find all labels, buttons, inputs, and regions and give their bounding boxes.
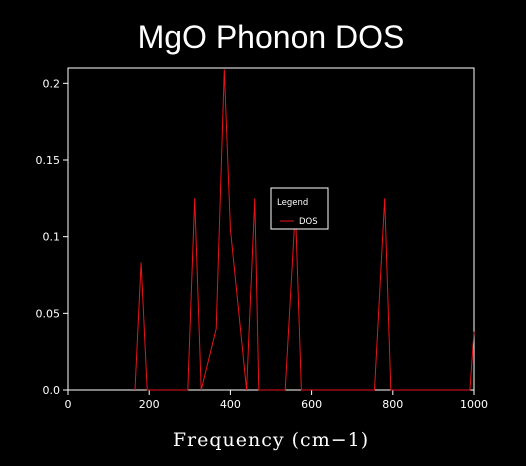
y-tick-label: 0.0 bbox=[43, 384, 61, 397]
y-tick-label: 0.05 bbox=[36, 307, 61, 320]
y-tick-label: 0.2 bbox=[43, 77, 61, 90]
x-tick-label: 800 bbox=[382, 398, 403, 411]
series-line-dos bbox=[134, 69, 475, 391]
legend-box bbox=[270, 187, 329, 230]
x-tick-label: 200 bbox=[139, 398, 160, 411]
x-tick-label: 0 bbox=[65, 398, 72, 411]
x-tick-label: 400 bbox=[220, 398, 241, 411]
x-axis: 0 200 400 600 800 1000 bbox=[65, 390, 488, 411]
y-axis: 0.0 0.05 0.1 0.15 0.2 bbox=[36, 77, 68, 397]
y-tick-label: 0.1 bbox=[43, 231, 61, 244]
legend-title: Legend bbox=[277, 198, 308, 208]
x-tick-label: 1000 bbox=[460, 398, 488, 411]
y-tick-label: 0.15 bbox=[36, 154, 61, 167]
x-tick-label: 600 bbox=[301, 398, 322, 411]
legend-entry-dos: DOS bbox=[299, 217, 318, 227]
legend: Legend DOS bbox=[270, 187, 329, 230]
x-axis-label: Frequency (cm−1) bbox=[173, 429, 369, 451]
chart-title: MgO Phonon DOS bbox=[138, 19, 405, 55]
